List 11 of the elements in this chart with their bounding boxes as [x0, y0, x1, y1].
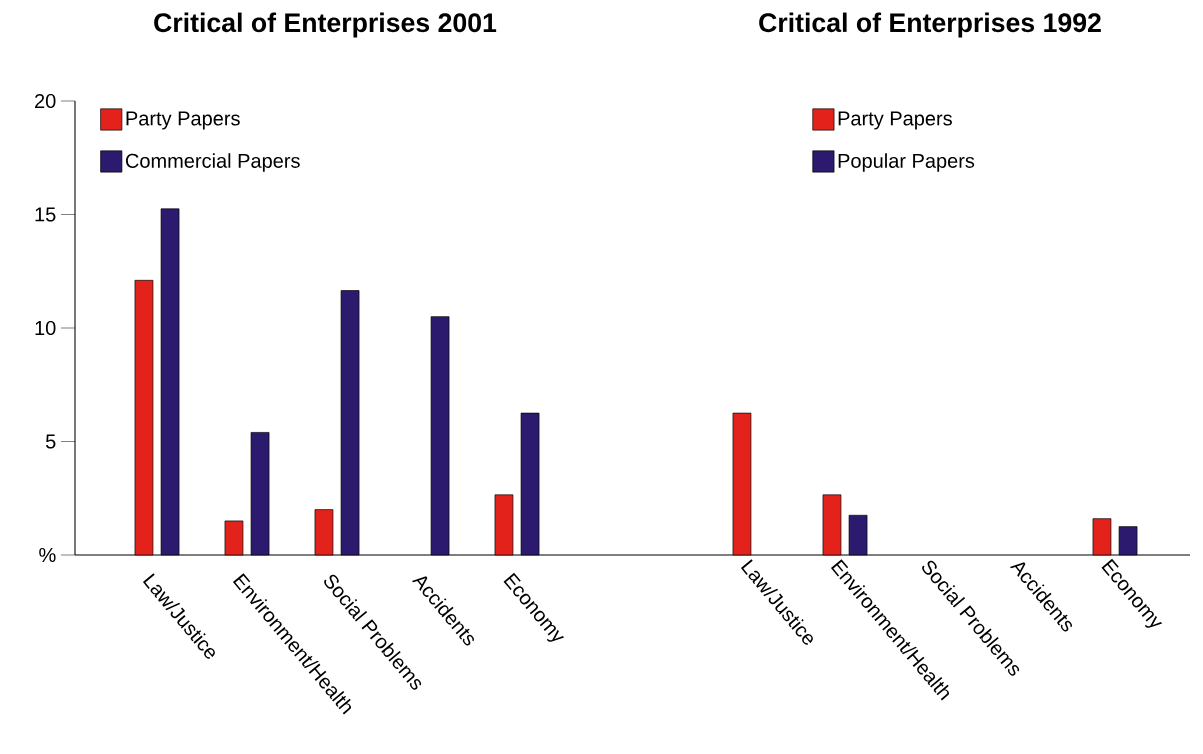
y-tick-label: 15 — [35, 207, 56, 222]
legend-label: Popular Papers — [838, 153, 975, 172]
y-tick-label: 5 — [45, 434, 56, 449]
y-tick-label: 20 — [35, 93, 56, 109]
chart-title: Critical of Enterprises 1992 — [759, 12, 1101, 38]
legend-label: Party Papers — [126, 111, 240, 130]
legend-label: Party Papers — [838, 111, 952, 130]
chart-title: Critical of Enterprises 2001 — [154, 12, 497, 38]
y-tick-label: 10 — [35, 320, 56, 336]
y-tick-label: % — [39, 548, 56, 563]
legend-label: Commercial Papers — [125, 153, 300, 172]
